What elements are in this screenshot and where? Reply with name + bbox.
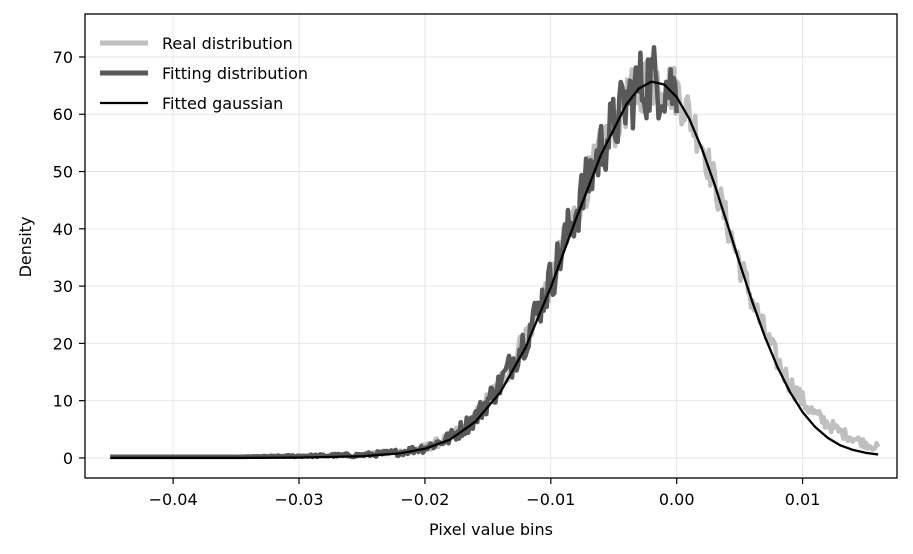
x-tick-label: −0.02 xyxy=(400,490,449,509)
legend-label-fitting-distribution: Fitting distribution xyxy=(162,64,308,83)
x-axis-label: Pixel value bins xyxy=(429,520,553,539)
y-tick-label: 0 xyxy=(63,449,73,468)
legend-label-real-distribution: Real distribution xyxy=(162,34,293,53)
grid xyxy=(85,14,897,478)
series-layer xyxy=(109,45,881,460)
x-tick-label: −0.03 xyxy=(274,490,323,509)
x-tick-label: −0.04 xyxy=(149,490,198,509)
y-tick-label: 20 xyxy=(53,334,73,353)
y-tick-label: 10 xyxy=(53,392,73,411)
x-tick-label: 0.00 xyxy=(659,490,695,509)
ticks: −0.04 −0.03 −0.02 −0.01 0.00 0.01 0 10 20 30 40 50 6… xyxy=(53,48,821,509)
legend: Real distribution Fitting distribution Fit… xyxy=(100,34,308,113)
y-tick-label: 60 xyxy=(53,105,73,124)
y-axis-label: Density xyxy=(16,217,35,278)
plot-frame xyxy=(84,13,898,479)
y-tick-label: 40 xyxy=(53,220,73,239)
x-tick-label: −0.01 xyxy=(526,490,575,509)
legend-label-fitted-gaussian: Fitted gaussian xyxy=(162,94,283,113)
y-tick-label: 70 xyxy=(53,48,73,67)
fitting-distribution-series xyxy=(109,45,679,460)
fitted-gaussian-series xyxy=(110,80,879,460)
y-tick-label: 30 xyxy=(53,277,73,296)
y-tick-label: 50 xyxy=(53,163,73,182)
x-tick-label: 0.01 xyxy=(785,490,821,509)
